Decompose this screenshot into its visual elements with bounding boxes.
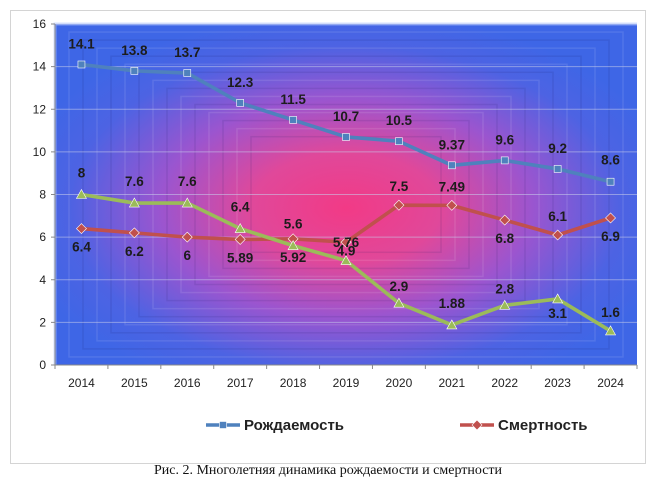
data-point-2 [287,240,299,250]
y-tick-label: 14 [33,60,47,74]
data-label-2: 8 [78,166,86,181]
y-tick-label: 8 [39,188,46,202]
data-point-1 [76,223,87,235]
y-tick-label: 4 [39,273,46,287]
data-point-2 [340,254,352,265]
data-point-2 [75,188,87,199]
data-label-2: 2.8 [495,281,514,296]
data-point-1 [393,199,405,211]
legend-label: Смертность [498,417,588,434]
data-point-0 [130,67,139,75]
data-label-2: 5.6 [284,217,303,232]
axes: 0 2 4 6 8 10 12 14 16 2014 2015 2016 2017 2018 2019 202… [33,17,638,390]
data-point-0 [289,116,297,124]
data-label-2: 4.9 [337,244,356,259]
data-label-1: 6.8 [495,231,514,246]
data-point-0 [448,161,456,170]
x-tick-label: 2021 [438,376,465,390]
x-tick-label: 2018 [280,376,307,390]
data-label-2: 3.1 [548,306,567,321]
data-point-1 [234,234,246,245]
data-point-1 [181,231,193,243]
data-label-0: 9.37 [439,137,465,152]
data-label-2: 7.6 [178,174,197,189]
data-label-0: 10.5 [386,113,413,128]
data-label-1: 6 [184,248,192,263]
data-label-2: 7.6 [125,174,144,189]
data-point-0 [183,69,192,77]
x-tick-label: 2014 [68,376,95,390]
data-label-2: 1.88 [439,296,466,311]
y-tick-label: 2 [39,315,46,329]
data-point-0 [395,137,403,146]
data-label-0: 8.6 [601,153,620,168]
x-tick-label: 2024 [597,376,624,390]
data-label-0: 14.1 [68,36,95,51]
x-tick-label: 2016 [174,376,201,390]
legend-swatch-marker [219,421,227,429]
figure-caption: Рис. 2. Многолетняя динамика рождаемости… [153,463,503,478]
data-point-2 [128,197,140,208]
x-tick-label: 2017 [227,376,254,390]
data-point-1 [446,199,458,211]
data-point-2 [499,299,511,310]
data-label-1: 6.9 [601,229,620,244]
y-tick-label: 6 [39,230,46,244]
data-point-2 [605,325,617,336]
data-label-0: 12.3 [227,75,254,90]
legend-label: Рождаемость [244,417,344,434]
data-point-2 [234,222,246,233]
legend-swatch-marker [471,419,483,431]
data-label-1: 6.2 [125,244,144,259]
data-point-0 [236,99,244,107]
data-label-2: 2.9 [390,279,409,294]
x-tick-label: 2015 [121,376,148,390]
data-label-1: 6.1 [548,209,567,224]
data-point-1 [605,212,616,224]
data-label-0: 11.5 [280,92,306,107]
data-labels: 14.1 13.8 13.7 12.3 11.5 10.7 10.5 9.37 9.6 9.2 8.… [68,36,620,320]
data-point-0 [77,60,86,69]
data-point-2 [552,293,564,304]
data-label-0: 13.7 [174,45,200,60]
data-point-1 [128,227,140,239]
data-point-1 [552,229,564,241]
data-label-1: 7.5 [390,179,409,194]
data-label-1: 5.92 [280,250,306,265]
data-label-0: 9.2 [548,141,567,156]
y-tick-label: 12 [33,102,47,116]
data-point-2 [446,319,458,330]
x-tick-label: 2020 [386,376,413,390]
legend: Рождаемость Смертность [206,417,588,434]
data-label-1: 6.4 [72,240,91,255]
data-point-2 [393,297,405,308]
data-label-0: 10.7 [333,109,359,124]
data-point-2 [181,197,193,208]
y-tick-label: 10 [33,145,47,159]
data-label-2: 1.6 [601,305,620,320]
data-point-1 [340,236,352,248]
data-point-1 [499,214,511,226]
series-group [75,60,617,336]
data-label-1: 5.89 [227,250,253,265]
data-label-1: 7.49 [439,179,465,194]
x-tick-label: 2022 [491,376,518,390]
data-point-0 [553,165,562,173]
x-tick-label: 2023 [544,376,571,390]
data-point-0 [500,156,509,165]
data-point-0 [606,177,615,186]
data-label-0: 13.8 [121,43,148,58]
y-tick-label: 16 [33,17,47,31]
data-label-1: 5.76 [333,235,360,250]
data-point-0 [342,133,350,141]
x-tick-label: 2019 [333,376,360,390]
data-label-0: 9.6 [495,132,514,147]
data-label-2: 6.4 [231,200,250,215]
y-tick-label: 0 [39,358,46,372]
